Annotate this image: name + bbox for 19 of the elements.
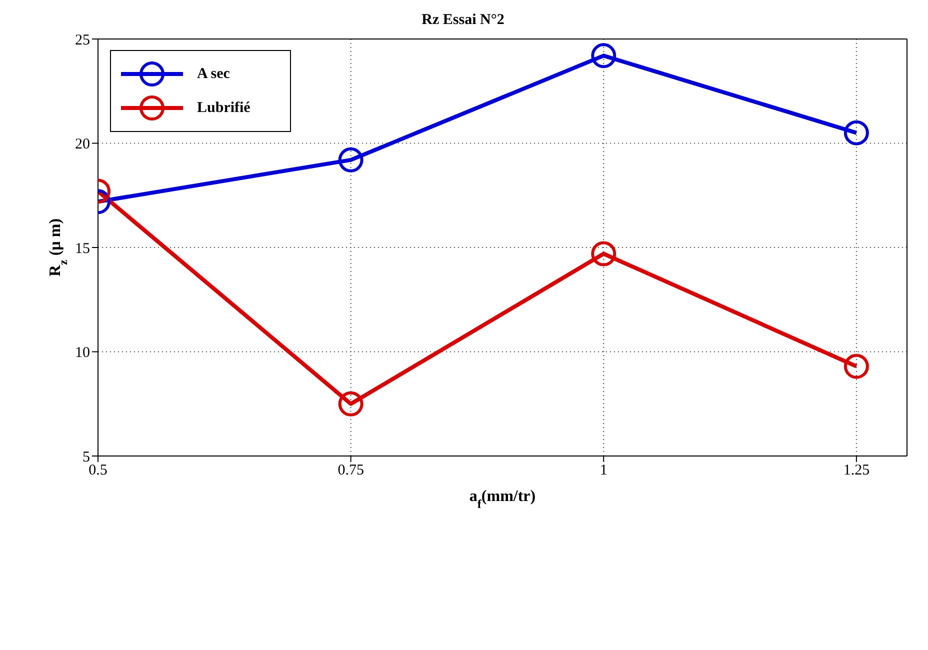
y-tick-label: 20: [75, 136, 90, 153]
y-tick-label: 25: [75, 32, 90, 48]
x-tick-label: 1: [600, 462, 608, 479]
point: [591, 241, 616, 266]
y-tick-label: 5: [82, 449, 90, 466]
legend-label: Lubrifié: [197, 100, 250, 116]
chart-title: Rz Essai N°2: [420, 12, 506, 29]
x-axis-title: a$_{f}$(mm/tr): [469, 488, 536, 511]
y-tick-label: 15: [75, 240, 90, 257]
y-tick-label: 10: [75, 345, 90, 362]
point: [338, 391, 364, 416]
point: [591, 43, 616, 68]
x-tick-label: 1.25: [843, 462, 870, 479]
x-tick-label: 0.5: [88, 462, 108, 479]
point: [844, 354, 869, 379]
point: [338, 147, 364, 172]
legend-label: A sec: [197, 66, 230, 82]
x-tick-label: 0.75: [338, 462, 364, 479]
point: [844, 120, 869, 146]
